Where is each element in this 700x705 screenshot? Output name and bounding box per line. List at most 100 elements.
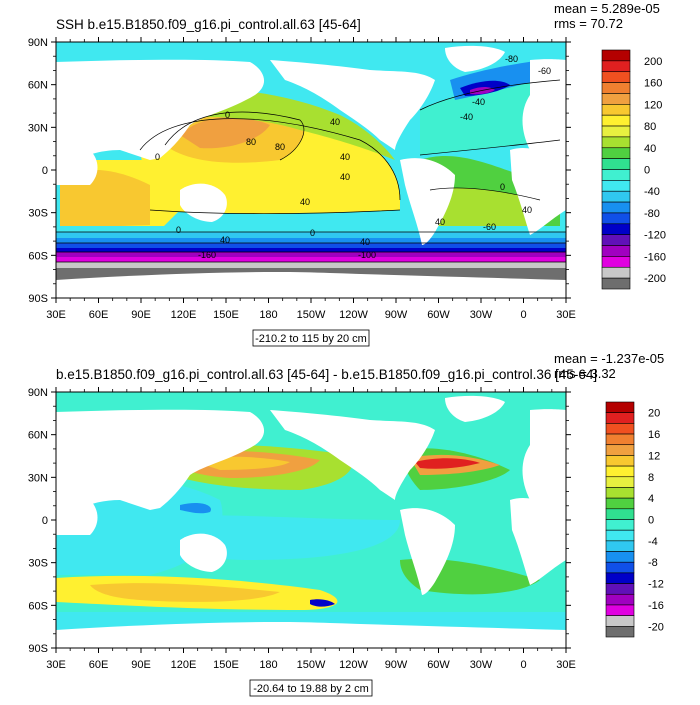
- colorbar-swatch: [601, 190, 631, 203]
- lon-label: 120E: [171, 659, 197, 671]
- lat-label: 90N: [28, 37, 48, 49]
- lon-label: 30W: [470, 659, 493, 671]
- lat-label: 30S: [28, 208, 48, 220]
- mean-stat: mean = 5.289e-05: [554, 1, 660, 16]
- contour-label: 80: [246, 137, 256, 147]
- colorbar-swatch: [605, 455, 635, 467]
- contour-label: 40: [300, 197, 310, 207]
- contour-label: 0: [155, 152, 160, 162]
- difference-field: [56, 392, 566, 648]
- contour-label: 0: [176, 225, 181, 235]
- lon-label: 30E: [46, 659, 66, 671]
- map-axes: 90N 60N 30N 0 30S 60S 90S 30E 60E 90E 120E 150E 180 1…: [28, 37, 576, 321]
- lon-label: 150E: [213, 309, 239, 321]
- lon-label: 60E: [89, 659, 109, 671]
- colorbar-swatch: [605, 583, 635, 595]
- lon-label: 30E: [556, 309, 576, 321]
- contour-label: -60: [538, 66, 551, 76]
- range-label: -20.64 to 19.88 by 2 cm: [253, 683, 369, 695]
- lat-label: 90N: [28, 387, 48, 399]
- contour-label: 0: [225, 110, 230, 120]
- colorbar-swatch: [605, 593, 635, 606]
- colorbar-label: -16: [648, 600, 664, 612]
- colorbar-label: 200: [644, 56, 662, 68]
- rms-stat: rms = 3.32: [554, 366, 616, 381]
- range-box: [252, 329, 370, 347]
- colorbar: 200 160 120 80 40 0 -40 -80 -120 -160 -200: [601, 49, 666, 290]
- contour-label: 0: [500, 182, 505, 192]
- colorbar-label: -40: [644, 186, 660, 198]
- colorbar-swatch: [601, 71, 631, 83]
- range-box: [249, 679, 373, 697]
- colorbar-swatch: [601, 256, 631, 268]
- colorbar-label: -200: [644, 273, 666, 285]
- contour-label: -40: [460, 112, 473, 122]
- colorbar-swatch: [605, 540, 635, 552]
- contour-label: 40: [340, 172, 350, 182]
- colorbar-swatch: [601, 180, 631, 192]
- colorbar-swatch: [601, 104, 631, 116]
- contour-label: 40: [340, 152, 350, 162]
- lon-label: 0: [520, 659, 526, 671]
- colorbar-label: 40: [644, 143, 656, 155]
- colorbar-label: 4: [648, 493, 654, 505]
- colorbar-swatch: [605, 412, 635, 424]
- colorbar-label: -4: [648, 536, 658, 548]
- colorbar-label: -8: [648, 557, 658, 569]
- contour-label: 40: [360, 237, 370, 247]
- colorbar-label: 0: [648, 515, 654, 527]
- colorbar-label: 8: [648, 472, 654, 484]
- colorbar-swatch: [605, 615, 635, 627]
- colorbar-swatch: [601, 277, 631, 290]
- colorbar-swatch: [601, 158, 631, 170]
- lon-label: 90E: [131, 659, 151, 671]
- colorbar-swatch: [601, 125, 631, 138]
- colorbar-swatch: [605, 519, 635, 531]
- colorbar-label: -12: [648, 579, 664, 591]
- colorbar-swatch: [605, 476, 635, 488]
- lon-label: 90W: [385, 659, 408, 671]
- colorbar-swatch: [601, 49, 631, 62]
- contour-label: -40: [472, 97, 485, 107]
- contour-label: -100: [358, 250, 376, 260]
- lat-label: 60S: [28, 600, 48, 612]
- lon-label: 90W: [385, 309, 408, 321]
- colorbar-swatch: [601, 266, 631, 279]
- range-label: -210.2 to 115 by 20 cm: [255, 333, 367, 345]
- colorbar-swatch: [601, 93, 631, 105]
- colorbar-swatch: [605, 465, 635, 478]
- contour-label: -80: [505, 54, 518, 64]
- colorbar-label: -80: [644, 208, 660, 220]
- lon-label: 30E: [46, 309, 66, 321]
- colorbar-swatch: [601, 212, 631, 225]
- contour-label: 40: [522, 205, 532, 215]
- colorbar-swatch: [601, 223, 631, 235]
- contour-label: 40: [435, 217, 445, 227]
- colorbar-swatch: [605, 604, 635, 616]
- panel-ssh-map: SSH b.e15.B1850.f09_g16.pi_control.all.6…: [28, 1, 666, 347]
- lon-label: 0: [520, 309, 526, 321]
- contour-label: 80: [275, 142, 285, 152]
- colorbar-swatch: [601, 245, 631, 257]
- lon-label: 60W: [427, 659, 450, 671]
- colorbar: 20 16 12 8 4 0 -4 -8 -12 -16 -20: [605, 401, 664, 638]
- lat-label: 90S: [28, 293, 48, 305]
- lon-label: 120E: [171, 309, 197, 321]
- colorbar-swatch: [605, 401, 635, 413]
- lon-label: 60E: [89, 309, 109, 321]
- rms-stat: rms = 70.72: [554, 16, 623, 31]
- panel-difference-map: b.e15.B1850.f09_g16.pi_control.all.63 [4…: [28, 351, 664, 697]
- colorbar-swatch: [605, 497, 635, 510]
- ssh-field: 0 40 80 40 40 40 0 0 0 40 80 -80 -60 -40…: [56, 42, 566, 298]
- lon-label: 60W: [427, 309, 450, 321]
- contour-label: 40: [220, 235, 230, 245]
- contour-label: 40: [330, 117, 340, 127]
- colorbar-swatch: [601, 114, 631, 127]
- contour-label: 0: [310, 228, 315, 238]
- contour-label: -60: [483, 222, 496, 232]
- colorbar-swatch: [605, 433, 635, 446]
- lon-label: 150W: [297, 659, 326, 671]
- lat-label: 0: [42, 515, 48, 527]
- colorbar-label: -20: [648, 621, 664, 633]
- lon-label: 90E: [131, 309, 151, 321]
